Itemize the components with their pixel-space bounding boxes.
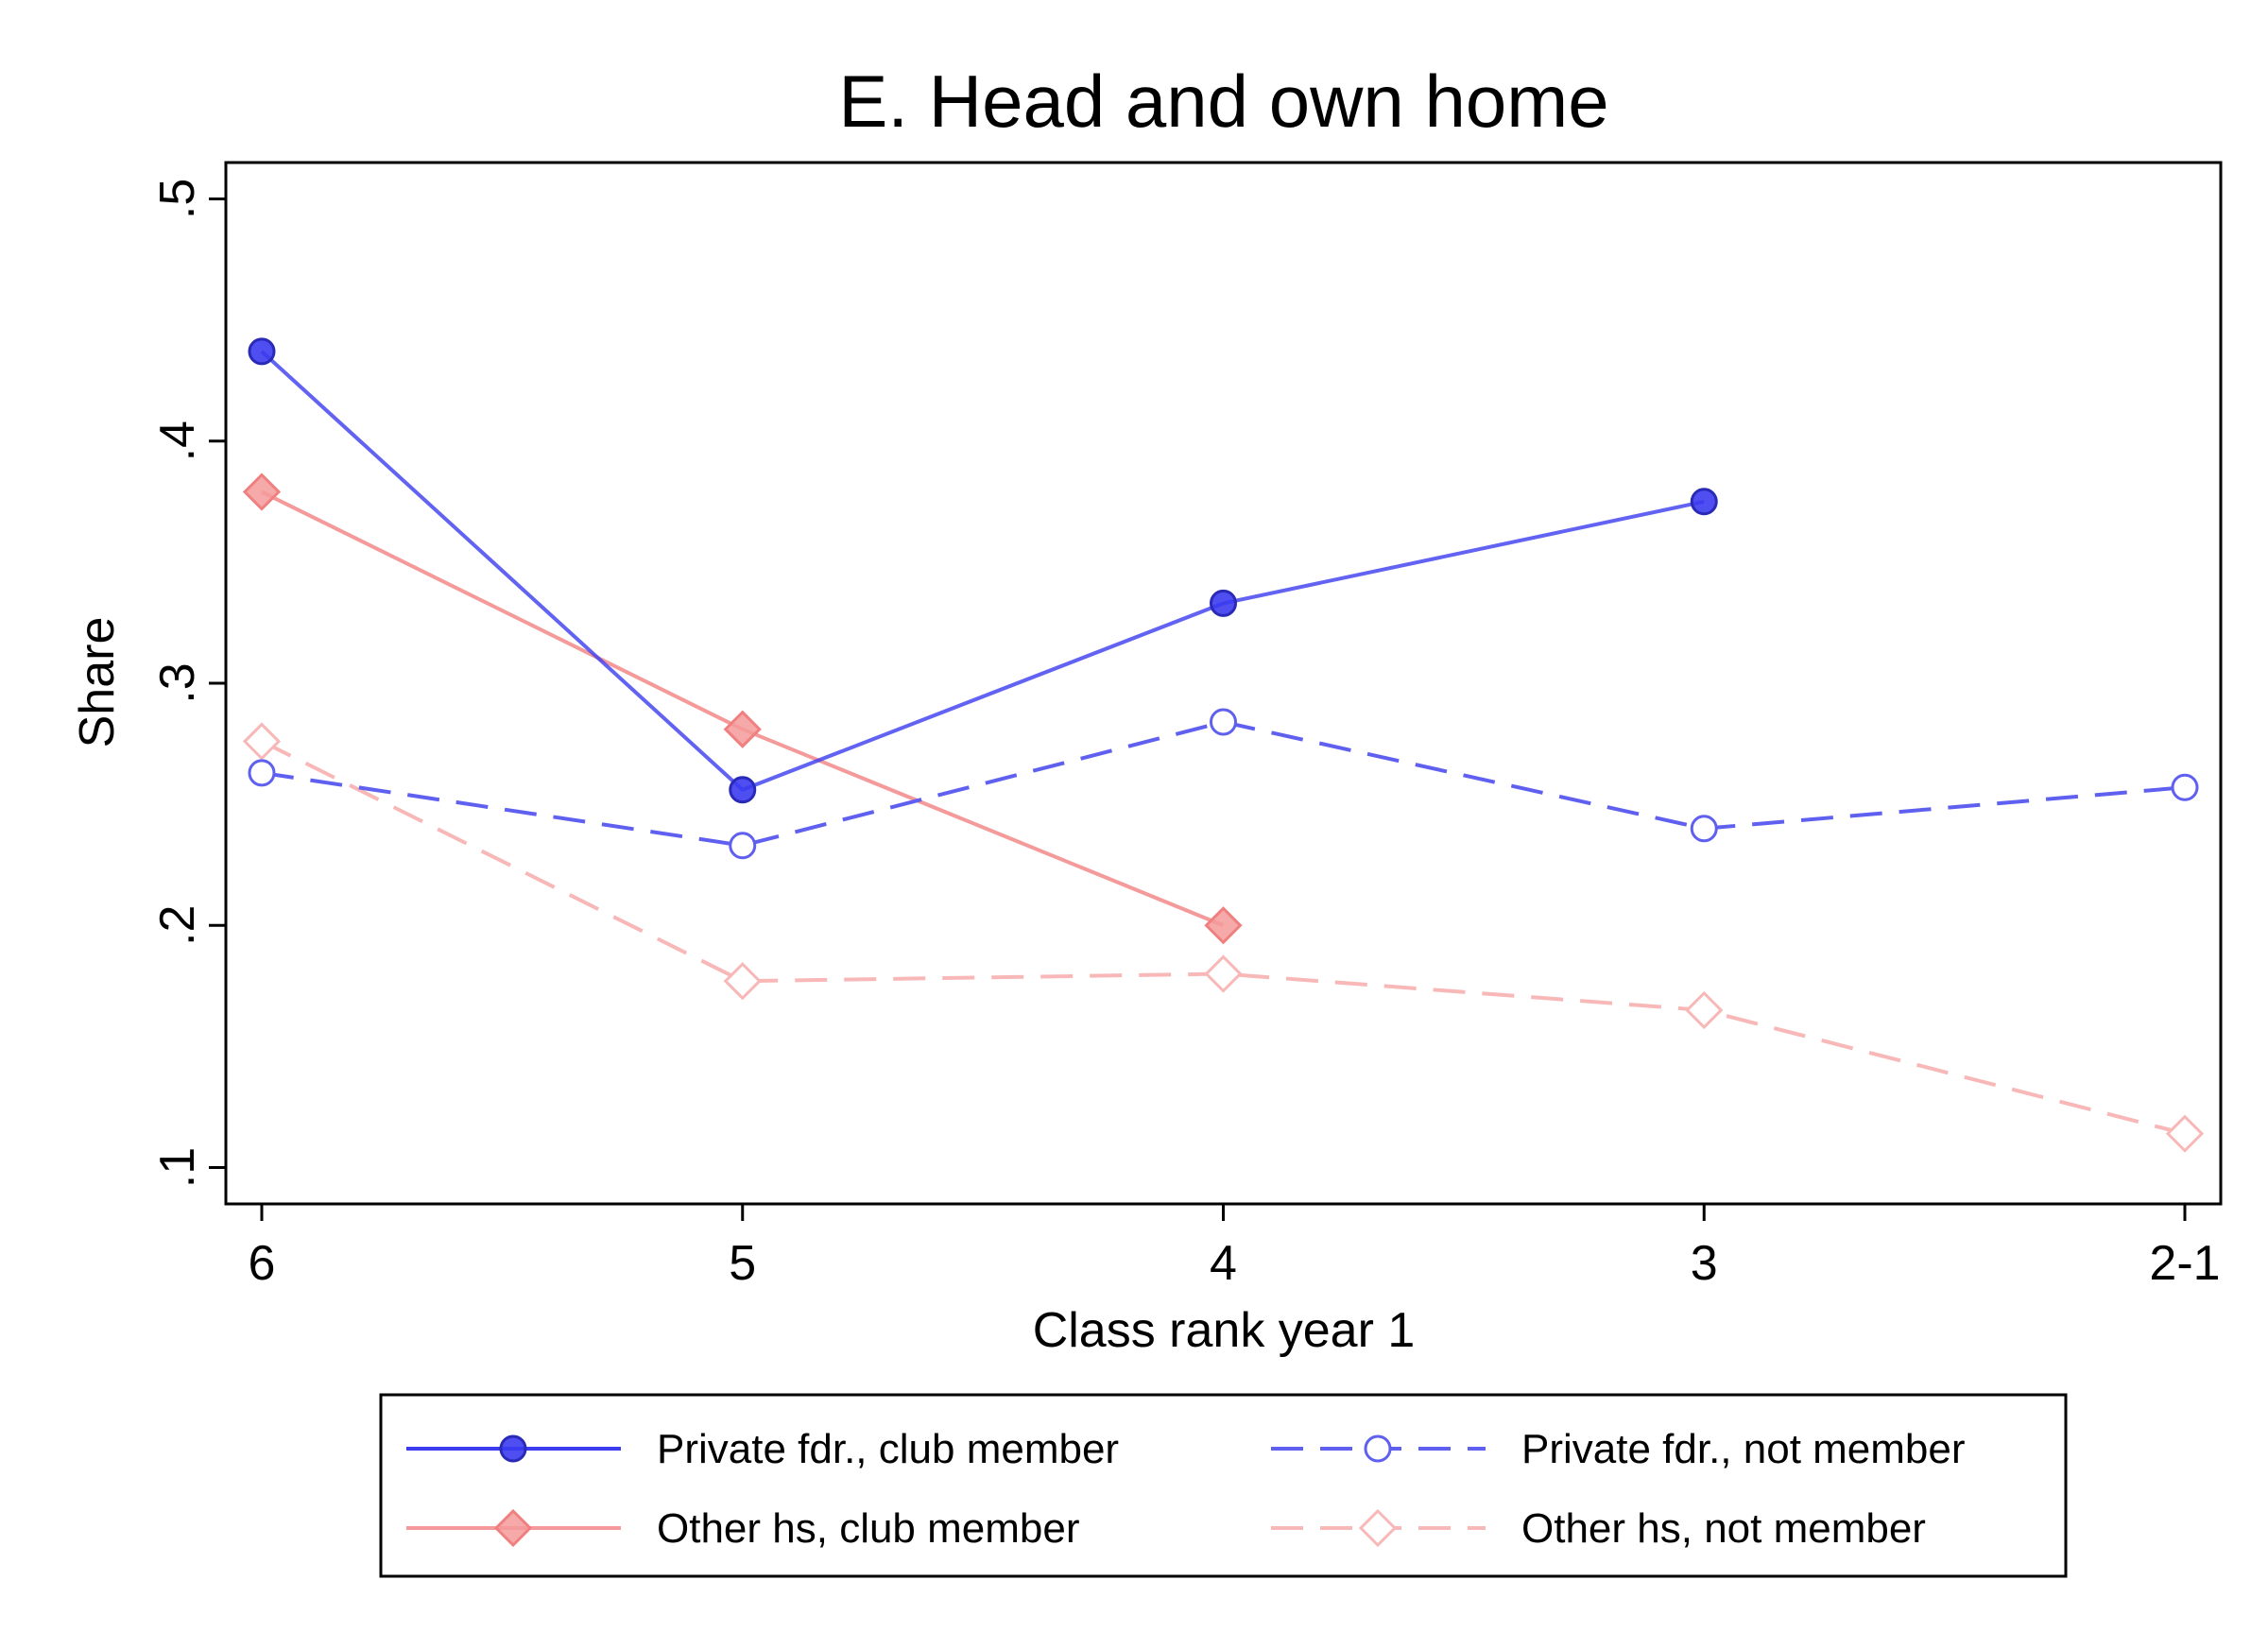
legend-marker [499, 1434, 527, 1463]
series-3 [242, 472, 1243, 945]
series-line [260, 350, 1705, 792]
data-point [1204, 906, 1243, 945]
data-point [1204, 954, 1243, 993]
data-point [729, 832, 757, 860]
legend-marker [1358, 1508, 1398, 1548]
data-point [723, 962, 762, 1001]
x-axis: 6 5 4 3 2-1 [226, 1202, 2221, 1291]
legend-label: Other hs, not member [1521, 1505, 1926, 1552]
data-point [2165, 1114, 2205, 1153]
data-point [723, 710, 762, 748]
data-point [242, 472, 282, 511]
legend-marker [1364, 1434, 1392, 1463]
y-axis-label: Share [70, 617, 125, 748]
y-tick-label: .4 [150, 421, 205, 461]
series-line [261, 720, 2186, 848]
legend-label: Private fdr., not member [1521, 1426, 1966, 1472]
series-layer [242, 337, 2205, 1153]
legend-label: Private fdr., club member [657, 1426, 1119, 1472]
data-point [242, 722, 282, 761]
x-tick-label: 6 [249, 1236, 276, 1291]
data-point [248, 759, 276, 787]
x-tick-label: 2-1 [2149, 1236, 2220, 1291]
series-4 [242, 722, 2205, 1153]
legend-marker [493, 1508, 533, 1548]
series-1 [248, 337, 1718, 804]
y-tick-label: .1 [150, 1147, 205, 1188]
y-axis: .1 .2 .3 .4 .5 [150, 163, 228, 1204]
legend-item: Other hs, not member [1271, 1505, 1926, 1552]
legend-label: Other hs, club member [657, 1505, 1080, 1552]
data-point [1690, 815, 1718, 843]
data-point [2171, 773, 2199, 801]
chart-title: E. Head and own home [838, 60, 1608, 143]
legend-item: Private fdr., club member [406, 1426, 1119, 1472]
data-point [729, 776, 757, 804]
legend: Private fdr., club member Private fdr., n… [379, 1393, 2068, 1578]
legend-item: Other hs, club member [406, 1505, 1080, 1552]
data-point [248, 337, 276, 366]
x-tick-label: 3 [1691, 1236, 1718, 1291]
data-point [1210, 708, 1237, 736]
legend-box [379, 1393, 2068, 1578]
x-axis-label: Class rank year 1 [1033, 1303, 1416, 1358]
series-line [261, 739, 2186, 1136]
series-2 [248, 708, 2199, 860]
y-tick-label: .5 [150, 179, 205, 219]
data-point [1685, 990, 1724, 1030]
y-tick-label: .2 [150, 905, 205, 946]
x-tick-label: 4 [1210, 1236, 1237, 1291]
legend-item: Private fdr., not member [1271, 1426, 1966, 1472]
data-point [1690, 488, 1718, 516]
x-tick-label: 5 [729, 1236, 756, 1291]
data-point [1210, 589, 1237, 617]
y-tick-label: .3 [150, 662, 205, 703]
